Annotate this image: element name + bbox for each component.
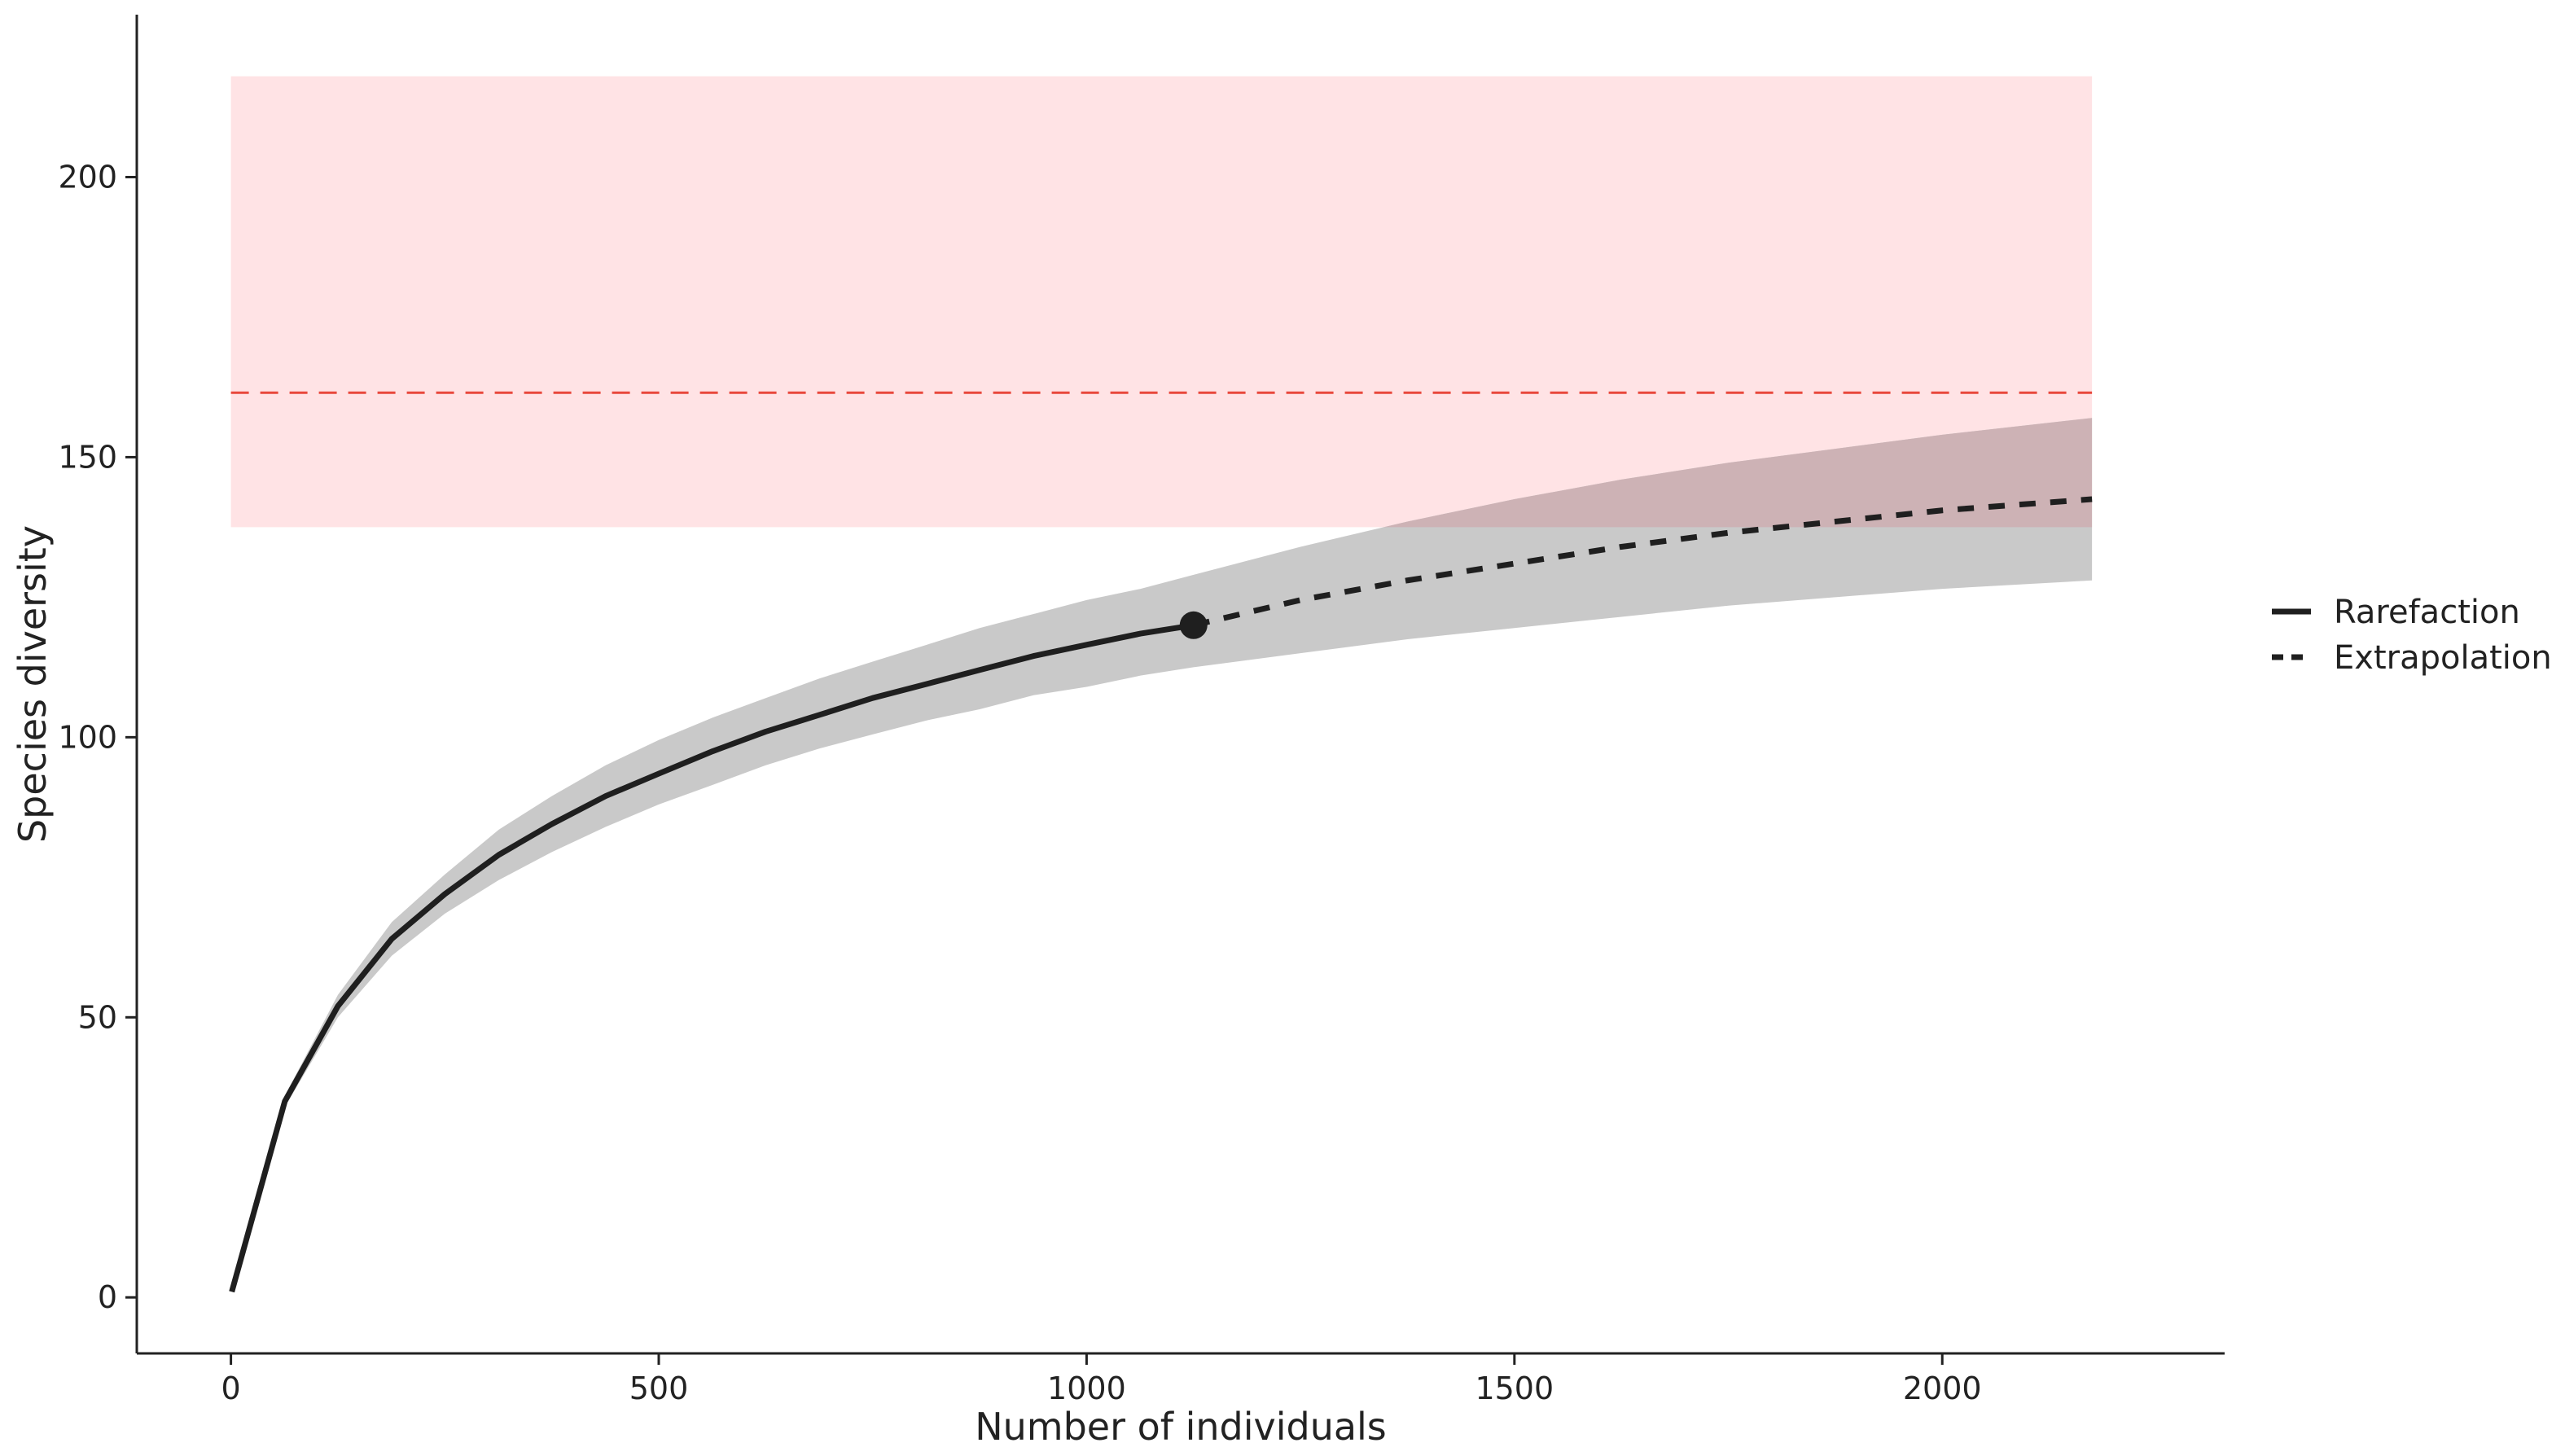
y-tick-label: 200 xyxy=(58,159,117,195)
observed-point-layer xyxy=(1179,611,1208,639)
legend: Rarefaction Extrapolation xyxy=(2272,594,2552,677)
x-axis-title: Number of individuals xyxy=(975,1405,1387,1449)
y-tick-label: 100 xyxy=(58,719,117,755)
series-layer xyxy=(229,496,2093,1293)
y-tick-label: 0 xyxy=(98,1279,117,1315)
x-axis-ticks: 0 500 1000 1500 2000 xyxy=(221,1353,1982,1406)
legend-label-extrapolation: Extrapolation xyxy=(2334,639,2552,677)
overlap-band-layer xyxy=(1383,418,2093,528)
y-tick-label: 50 xyxy=(78,999,117,1035)
x-tick-label: 1000 xyxy=(1047,1370,1126,1406)
legend-label-rarefaction: Rarefaction xyxy=(2334,594,2520,631)
x-tick-label: 2000 xyxy=(1903,1370,1982,1406)
axes xyxy=(135,15,2225,1355)
x-tick-label: 1500 xyxy=(1475,1370,1554,1406)
y-tick-label: 150 xyxy=(58,439,117,475)
y-axis-title: Species diversity xyxy=(11,525,55,843)
reference-band xyxy=(230,76,2093,528)
series-line-rarefaction xyxy=(229,622,1195,1293)
x-tick-label: 500 xyxy=(629,1370,689,1406)
reference-band-layer xyxy=(230,76,2093,528)
x-tick-label: 0 xyxy=(221,1370,240,1406)
overlap-band xyxy=(1383,418,2093,528)
observed-point xyxy=(1179,611,1208,639)
y-axis-ticks: 0 50 100 150 200 xyxy=(58,159,137,1315)
series-line-extrapolation xyxy=(1192,496,2093,629)
